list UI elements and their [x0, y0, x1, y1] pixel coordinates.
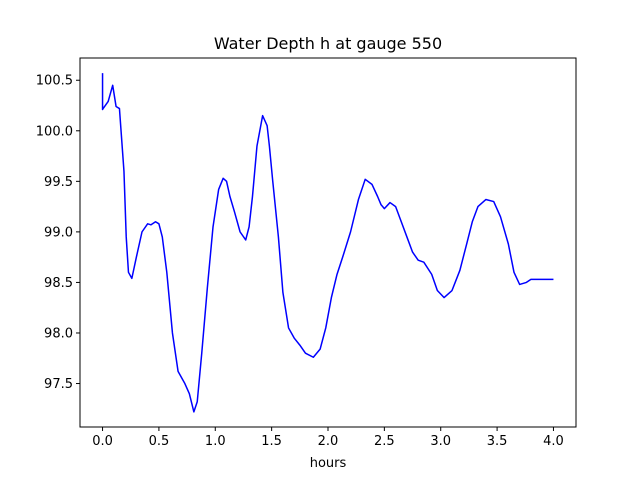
y-tick-label: 98.0	[44, 326, 73, 341]
y-tick-label: 99.0	[44, 225, 73, 240]
chart-title: Water Depth h at gauge 550	[214, 34, 442, 53]
x-tick-label: 4.0	[543, 434, 564, 449]
x-tick-label: 1.0	[205, 434, 226, 449]
x-tick-label: 0.0	[92, 434, 113, 449]
x-tick-label: 2.0	[318, 434, 339, 449]
y-tick-label: 99.5	[44, 175, 73, 190]
y-tick-label: 100.0	[36, 124, 73, 139]
plot-area: 0.0 0.5 1.0 1.5 2.0 2.5 3.0 3.5 4.0 97.5 98.0 98.5 9…	[36, 57, 577, 449]
x-tick-label: 3.5	[487, 434, 508, 449]
x-tick-label: 2.5	[374, 434, 395, 449]
y-tick-label: 98.5	[44, 276, 73, 291]
x-tick-label: 1.5	[261, 434, 282, 449]
x-tick-label: 3.0	[430, 434, 451, 449]
x-tick-label: 0.5	[149, 434, 170, 449]
y-tick-label: 100.5	[36, 74, 73, 89]
y-tick-label: 97.5	[44, 377, 73, 392]
series-line-0	[101, 73, 554, 413]
x-axis-label: hours	[310, 456, 347, 471]
